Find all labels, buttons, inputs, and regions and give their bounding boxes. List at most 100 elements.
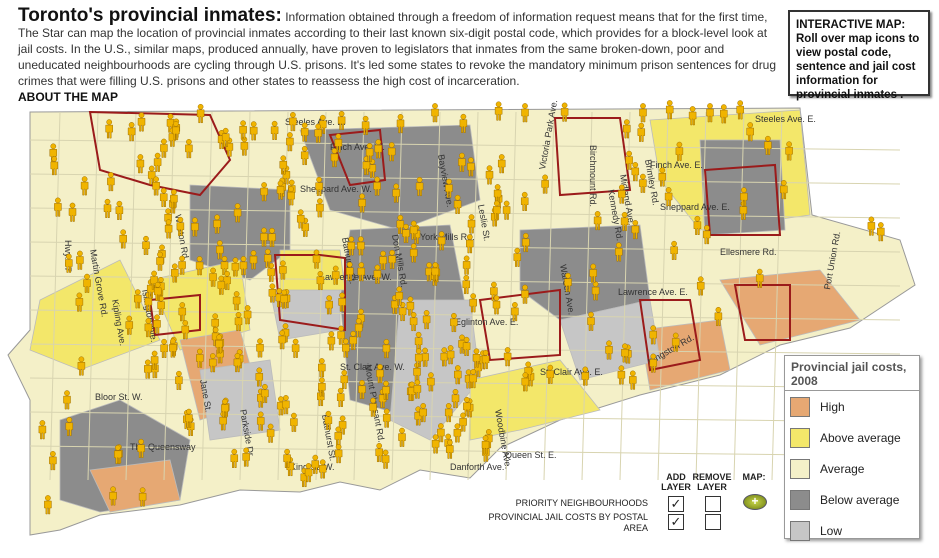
inmate-icon[interactable] [347,236,356,256]
inmate-icon[interactable] [409,243,418,263]
inmate-icon[interactable] [387,142,396,162]
inmate-icon[interactable] [287,186,295,206]
inmate-icon[interactable] [382,339,391,359]
inmate-icon[interactable] [324,410,333,430]
inmate-icon[interactable] [755,268,764,288]
inmate-icon[interactable] [664,187,673,207]
inmate-icon[interactable] [414,348,423,368]
inmate-icon[interactable] [144,359,152,379]
inmate-icon[interactable] [693,215,702,235]
inmate-icon[interactable] [215,334,223,354]
inmate-icon[interactable] [520,191,529,211]
inmate-icon[interactable] [68,202,77,222]
inmate-icon[interactable] [171,263,179,283]
inmate-icon[interactable] [234,311,243,332]
inmate-icon[interactable] [437,423,445,443]
inmate-icon[interactable] [453,194,462,214]
inmate-icon[interactable] [746,122,754,142]
inmate-icon[interactable] [419,403,427,423]
inmate-icon[interactable] [153,314,161,334]
inmate-icon[interactable] [77,356,86,376]
inmate-icon[interactable] [354,318,363,338]
inmate-icon[interactable] [497,154,506,174]
inmate-icon[interactable] [560,102,569,122]
inmate-icon[interactable] [342,338,350,358]
inmate-icon[interactable] [425,262,433,282]
inmate-icon[interactable] [481,435,490,455]
inmate-icon[interactable] [444,403,453,423]
inmate-icon[interactable] [374,139,383,159]
inmate-icon[interactable] [136,154,145,174]
inmate-icon[interactable] [740,187,748,207]
inmate-icon[interactable] [290,412,298,432]
inmate-icon[interactable] [221,398,229,418]
inmate-icon[interactable] [232,291,241,311]
inmate-icon[interactable] [581,366,590,386]
inmate-icon[interactable] [50,156,59,176]
inmate-icon[interactable] [280,289,288,309]
inmate-icon[interactable] [231,257,240,277]
inmate-icon[interactable] [396,114,405,134]
inmate-icon[interactable] [334,444,343,464]
inmate-icon[interactable] [469,293,477,313]
inmate-icon[interactable] [618,184,626,204]
inmate-icon[interactable] [637,122,646,142]
inmate-icon[interactable] [398,427,406,447]
inmate-icon[interactable] [492,295,501,315]
inmate-icon[interactable] [300,145,309,166]
inmate-icon[interactable] [406,296,415,316]
inmate-icon[interactable] [358,193,366,213]
inmate-icon[interactable] [175,370,183,390]
inmate-icon[interactable] [38,420,47,440]
inmate-icon[interactable] [398,301,407,322]
inmate-icon[interactable] [670,240,678,260]
inmate-icon[interactable] [314,123,322,143]
inmate-icon[interactable] [412,224,421,244]
inmate-icon[interactable] [304,463,313,483]
inmate-icon[interactable] [233,353,242,373]
inmate-icon[interactable] [421,347,429,367]
inmate-icon[interactable] [392,183,400,203]
inmate-icon[interactable] [209,267,217,287]
inmate-icon[interactable] [382,408,391,428]
inmate-icon[interactable] [144,292,153,312]
inmate-icon[interactable] [402,223,410,243]
inmate-icon[interactable] [345,261,354,281]
inmate-icon[interactable] [649,325,657,345]
inmate-icon[interactable] [382,380,390,400]
inmate-icon[interactable] [268,227,276,247]
inmate-icon[interactable] [279,260,287,280]
inmate-icon[interactable] [521,284,529,304]
inmate-icon[interactable] [261,383,269,404]
inmate-icon[interactable] [44,495,52,515]
inmate-icon[interactable] [469,369,477,389]
inmate-icon[interactable] [446,345,455,365]
inmate-icon[interactable] [80,176,89,196]
inmate-icon[interactable] [764,135,772,155]
inmate-icon[interactable] [675,141,684,161]
inmate-icon[interactable] [330,148,339,168]
inmate-icon[interactable] [639,173,647,193]
inmate-icon[interactable] [357,236,365,256]
inmate-icon[interactable] [379,250,387,270]
inmate-icon[interactable] [413,362,421,382]
inmate-icon[interactable] [279,155,288,175]
inmate-icon[interactable] [373,264,382,284]
inmate-icon[interactable] [144,318,153,338]
inmate-icon[interactable] [49,451,57,471]
inmate-icon[interactable] [440,347,449,367]
inmate-icon[interactable] [334,426,343,446]
inmate-icon[interactable] [318,459,327,479]
inmate-icon[interactable] [185,139,193,159]
inmate-icon[interactable] [315,176,323,196]
inmate-icon[interactable] [216,240,224,260]
inmate-icon[interactable] [454,365,462,385]
inmate-icon[interactable] [260,227,268,247]
inmate-icon[interactable] [467,157,475,177]
inmate-icon[interactable] [327,331,336,351]
inmate-icon[interactable] [502,200,511,220]
remove-checkbox[interactable] [705,514,721,530]
inmate-icon[interactable] [589,263,597,283]
inmate-icon[interactable] [431,103,439,123]
inmate-icon[interactable] [153,281,162,302]
